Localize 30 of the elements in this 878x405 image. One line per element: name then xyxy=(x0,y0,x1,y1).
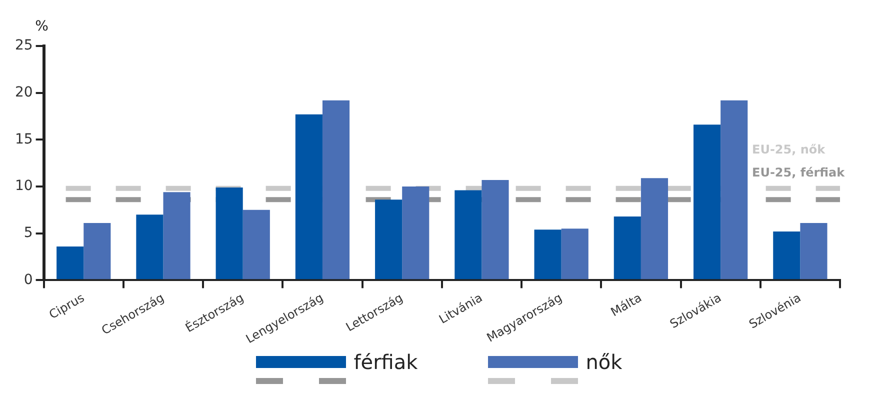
bar xyxy=(534,230,562,280)
y-tick-label: 5 xyxy=(24,224,33,241)
ref-line-label: EU-25, férfiak xyxy=(752,166,846,180)
y-tick-label: 0 xyxy=(24,272,33,288)
bar xyxy=(163,192,190,280)
bar xyxy=(402,186,430,280)
y-tick-label: 20 xyxy=(14,84,33,100)
bar xyxy=(216,187,243,280)
y-tick-label: 10 xyxy=(14,178,33,194)
legend-label: nők xyxy=(586,350,622,374)
bar xyxy=(482,180,509,280)
bar xyxy=(322,100,350,280)
bar xyxy=(136,214,164,280)
bar xyxy=(773,231,800,280)
y-tick-label: 15 xyxy=(14,131,33,148)
bar xyxy=(614,216,641,280)
bar xyxy=(242,210,270,280)
bar xyxy=(454,190,482,280)
bar xyxy=(84,223,111,280)
legend-label: férfiak xyxy=(354,350,418,374)
y-axis-title: % xyxy=(35,18,48,35)
bar xyxy=(694,124,721,280)
bar xyxy=(561,228,588,280)
bar xyxy=(56,246,84,280)
bar xyxy=(720,100,748,280)
bar xyxy=(800,223,828,280)
bar xyxy=(375,200,402,280)
bar xyxy=(295,114,322,280)
y-tick-label: 25 xyxy=(14,38,33,54)
bar xyxy=(640,178,668,280)
